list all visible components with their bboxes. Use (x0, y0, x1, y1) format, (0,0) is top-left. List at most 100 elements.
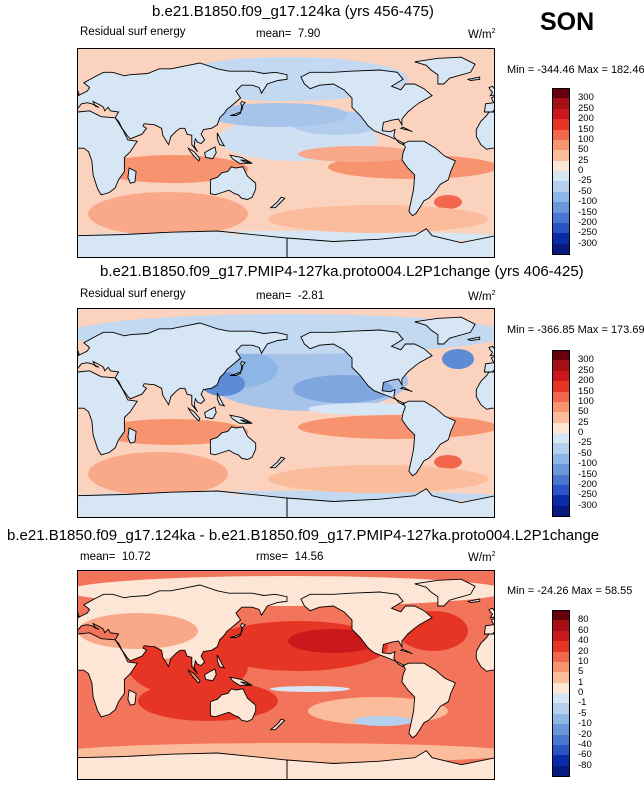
colorbar-swatch (552, 171, 570, 182)
colorbar-tick-label: -100 (578, 196, 598, 208)
panel-3-map (77, 570, 495, 780)
coastline (78, 370, 138, 456)
colorbar-tick-label: -100 (578, 458, 598, 470)
colorbar-tick-label: 100 (578, 395, 594, 407)
colorbar-swatch (552, 703, 570, 715)
colorbar-swatch (552, 484, 570, 496)
colorbar-swatch (552, 422, 570, 434)
coastline (229, 360, 247, 376)
colorbar-swatch (552, 433, 570, 444)
panel-3-colorbar (552, 610, 570, 777)
coastline (229, 622, 247, 638)
field-region (208, 103, 348, 127)
coastline (187, 406, 201, 422)
colorbar-tick-label: 250 (578, 102, 594, 114)
colorbar-swatch (552, 495, 570, 507)
coastline (229, 676, 253, 686)
colorbar-tick-label: 200 (578, 113, 594, 125)
coastline (488, 607, 494, 619)
colorbar-tick-label: 300 (578, 354, 594, 366)
colorbar-tick-label: -200 (578, 216, 598, 228)
coastline (78, 90, 80, 96)
colorbar-swatch (552, 191, 570, 203)
colorbar-tick-label: -1 (578, 697, 587, 709)
panel-1-map (77, 48, 495, 258)
panel-3-mean-value: 10.72 (121, 551, 151, 563)
coastline (216, 654, 226, 669)
colorbar-tick-label: 200 (578, 375, 594, 387)
coastline (78, 322, 288, 412)
coastline (300, 329, 433, 406)
field-region (434, 195, 462, 209)
field-region (268, 465, 488, 493)
colorbar-tick-label: -10 (578, 718, 592, 730)
panel-1-colorbar (552, 88, 570, 255)
colorbar-swatch (552, 474, 570, 486)
colorbar-swatch (552, 464, 570, 475)
coastline (399, 386, 413, 393)
colorbar-swatch (552, 682, 570, 694)
colorbar-tick-label: -150 (578, 206, 598, 218)
field-region (353, 716, 413, 726)
colorbar-tick-label: 300 (578, 92, 594, 104)
colorbar-swatch (552, 651, 570, 663)
coastline (466, 336, 481, 341)
colorbar-tick-label: 80 (578, 614, 589, 626)
colorbar-swatch (552, 381, 570, 392)
colorbar-tick-label: 0 (578, 687, 584, 698)
colorbar-swatch (552, 610, 570, 621)
panel-3-rmse: rmse= 14.56 (256, 551, 323, 563)
coastline (466, 76, 481, 81)
colorbar-tick-label: -250 (578, 489, 598, 501)
coastline (414, 56, 476, 85)
colorbar-tick-label: 50 (578, 406, 589, 418)
colorbar-tick-label: 50 (578, 144, 589, 156)
colorbar-tick-label: -40 (578, 738, 592, 750)
colorbar-tick-label: 10 (578, 655, 589, 667)
colorbar-tick-label: 40 (578, 635, 589, 647)
coastline (240, 159, 251, 164)
coastline (240, 419, 251, 424)
colorbar-swatch (552, 212, 570, 224)
coastline (300, 591, 433, 668)
colorbar-swatch (552, 202, 570, 213)
panel-1-mean-value: 7.90 (297, 28, 321, 40)
colorbar-swatch (552, 98, 570, 110)
colorbar-swatch (552, 744, 570, 756)
panel-3-mean-label: mean= (80, 551, 116, 563)
coastline (78, 110, 138, 196)
colorbar-swatch (552, 350, 570, 361)
panel-2-mean-label: mean= (256, 290, 292, 302)
colorbar-tick-label: -60 (578, 749, 592, 761)
panel-1-title: b.e21.B1850.f09_g17.124ka (yrs 456-475) (152, 3, 434, 20)
map-svg (78, 571, 494, 779)
colorbar-tick-label: 1 (578, 676, 584, 688)
field-region (434, 455, 462, 469)
colorbar-tick-label: -50 (578, 185, 592, 197)
colorbar-swatch (552, 620, 570, 632)
colorbar-swatch (552, 88, 570, 99)
colorbar-swatch (552, 505, 570, 517)
colorbar-tick-label: -200 (578, 478, 598, 490)
coastline (229, 100, 247, 116)
coastline (127, 167, 137, 184)
coastline (475, 633, 494, 672)
coastline (209, 166, 257, 200)
panel-2-variable-label: Residual surf energy (80, 288, 186, 300)
colorbar-swatch (552, 443, 570, 455)
panel-1-minmax: Min = -344.46 Max = 182.46 (507, 64, 644, 76)
coastline (78, 62, 288, 152)
coastline (78, 612, 80, 618)
colorbar-swatch (552, 453, 570, 465)
coastline (216, 392, 226, 407)
field-region (288, 629, 378, 653)
field-region (138, 681, 278, 721)
field-region (298, 415, 494, 439)
coastline (466, 598, 481, 603)
colorbar-tick-label: -300 (578, 499, 598, 511)
colorbar-tick-label: -20 (578, 728, 592, 740)
coastline (229, 414, 253, 424)
field-region (308, 403, 428, 415)
colorbar-swatch (552, 734, 570, 746)
panel-3-mean: mean= 10.72 (80, 551, 151, 563)
